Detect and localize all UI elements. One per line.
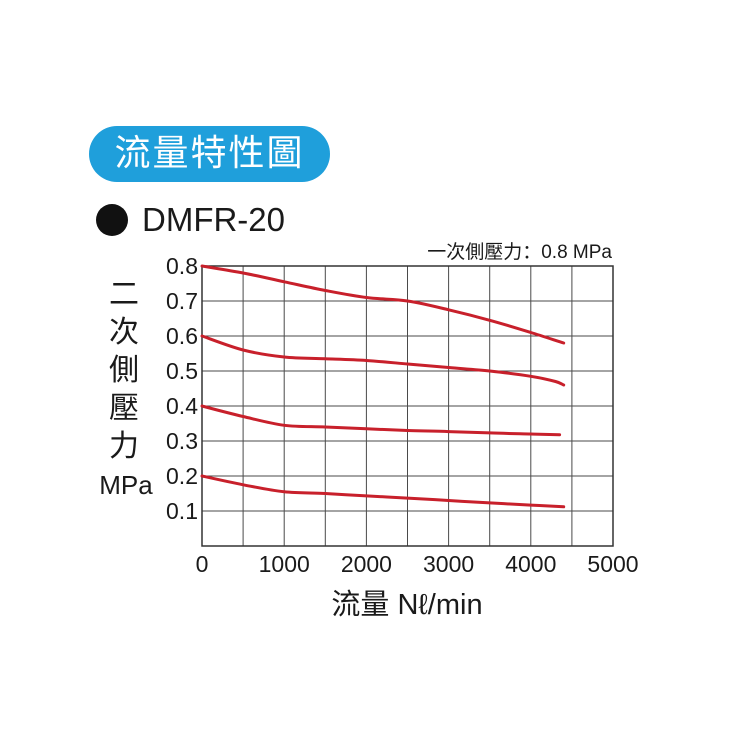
chart-title: 流量特性圖	[114, 133, 305, 174]
x-tick-label: 2000	[341, 551, 392, 577]
y-label-char-2: 側	[109, 353, 139, 388]
y-tick-label: 0.1	[166, 498, 198, 524]
model-name: DMFR-20	[142, 201, 286, 238]
primary-pressure-annotation: 一次側壓力：0.8 MPa	[427, 241, 612, 263]
y-label-char-0: 二	[109, 277, 139, 312]
x-axis-label: 流量 Nℓ/min	[331, 588, 482, 621]
y-tick-label: 0.6	[166, 323, 198, 349]
x-tick-label: 3000	[423, 551, 474, 577]
y-tick-label: 0.2	[166, 463, 198, 489]
series-line-2	[200, 404, 562, 437]
y-tick-label: 0.8	[166, 253, 198, 279]
series-line-3	[200, 474, 566, 509]
y-label-char-3: 壓	[109, 391, 139, 426]
grid	[201, 265, 614, 547]
x-tick-label: 1000	[259, 551, 310, 577]
series-line-1	[200, 334, 566, 387]
y-label-char-1: 次	[109, 315, 139, 350]
series-line-0	[200, 264, 566, 345]
x-tick-label: 4000	[505, 551, 556, 577]
bullet-icon	[96, 204, 128, 236]
x-tick-label: 5000	[587, 551, 638, 577]
y-axis-unit: MPa	[99, 470, 153, 500]
y-axis-label: 二 次 側 壓 力 MPa	[99, 276, 152, 504]
curves	[200, 264, 566, 509]
y-tick-label: 0.3	[166, 428, 198, 454]
y-tick-label: 0.5	[166, 358, 198, 384]
chart-title-badge: 流量特性圖	[89, 126, 330, 182]
y-label-char-4: 力	[109, 429, 139, 464]
y-tick-label: 0.4	[166, 393, 198, 419]
tick-labels: 0.1 0.2 0.3 0.4 0.5 0.6 0.7 0.8 0 1000 2000 3000 400…	[166, 253, 639, 577]
y-tick-label: 0.7	[166, 288, 198, 314]
x-tick-label: 0	[196, 551, 209, 577]
model-label: DMFR-20	[96, 200, 285, 240]
